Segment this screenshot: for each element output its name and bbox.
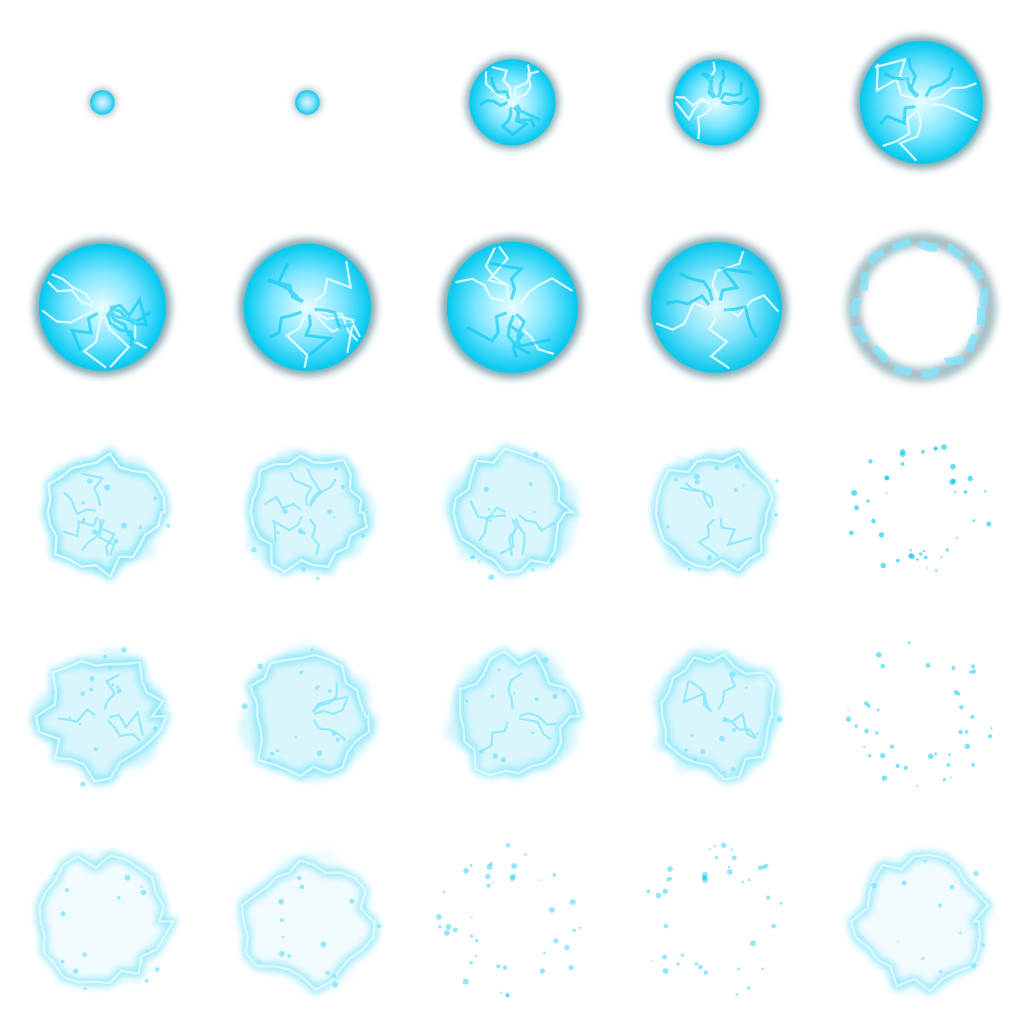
energy-burst-spark-icon bbox=[293, 89, 321, 116]
energy-burst-dust-icon bbox=[845, 641, 993, 788]
energy-burst-orb-icon bbox=[670, 55, 764, 149]
energy-burst-dust-icon bbox=[435, 843, 582, 998]
sprite-frame-20 bbox=[819, 614, 1024, 819]
sprite-frame-10 bbox=[819, 205, 1024, 410]
sprite-frame-15 bbox=[819, 410, 1024, 615]
energy-burst-orb-icon bbox=[238, 238, 376, 376]
energy-burst-orb-icon bbox=[441, 236, 583, 378]
energy-burst-electric-icon bbox=[244, 447, 378, 580]
energy-burst-ring-icon bbox=[238, 846, 381, 999]
energy-burst-dust-icon bbox=[849, 443, 992, 572]
sprite-frame-24 bbox=[614, 819, 819, 1024]
sprite-frame-9 bbox=[614, 205, 819, 410]
energy-burst-electric-icon bbox=[40, 443, 172, 581]
energy-burst-orb-icon bbox=[465, 55, 559, 149]
energy-burst-ring-icon bbox=[847, 847, 999, 997]
sprite-frame-25 bbox=[819, 819, 1024, 1024]
sprite-frame-22 bbox=[205, 819, 410, 1024]
sprite-frame-17 bbox=[205, 614, 410, 819]
sprite-frame-18 bbox=[410, 614, 615, 819]
energy-burst-orb-icon bbox=[855, 36, 988, 169]
sprite-frame-19 bbox=[614, 614, 819, 819]
sprite-frame-21 bbox=[0, 819, 205, 1024]
sprite-frame-11 bbox=[0, 410, 205, 615]
sprite-frame-12 bbox=[205, 410, 410, 615]
sprite-frame-7 bbox=[205, 205, 410, 410]
sprite-frame-2 bbox=[205, 0, 410, 205]
sprite-frame-6 bbox=[0, 205, 205, 410]
energy-burst-electric-icon bbox=[442, 444, 582, 580]
sprite-frame-13 bbox=[410, 410, 615, 615]
energy-burst-electric-icon bbox=[238, 644, 380, 784]
sprite-frame-14 bbox=[614, 410, 819, 615]
sprite-frame-1 bbox=[0, 0, 205, 205]
energy-burst-electric-icon bbox=[650, 645, 785, 784]
energy-burst-spark-icon bbox=[89, 89, 116, 116]
sprite-frame-3 bbox=[410, 0, 615, 205]
energy-burst-electric-icon bbox=[652, 449, 780, 578]
energy-burst-cracking-icon bbox=[646, 236, 788, 378]
sprite-frame-16 bbox=[0, 614, 205, 819]
energy-burst-dust-icon bbox=[646, 842, 783, 997]
energy-burst-orb-icon bbox=[33, 238, 171, 376]
sprite-frame-4 bbox=[614, 0, 819, 205]
energy-burst-shell-icon bbox=[846, 232, 997, 382]
energy-burst-ring-icon bbox=[34, 846, 179, 993]
sprite-frame-5 bbox=[819, 0, 1024, 205]
energy-burst-electric-icon bbox=[29, 647, 171, 788]
sprite-frame-8 bbox=[410, 205, 615, 410]
energy-burst-electric-icon bbox=[441, 647, 582, 782]
sprite-frame-23 bbox=[410, 819, 615, 1024]
